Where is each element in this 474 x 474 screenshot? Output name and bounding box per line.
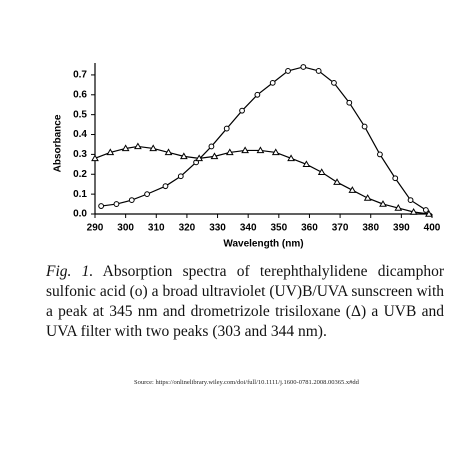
point [300, 64, 307, 70]
y-tick-label: 0.5 [73, 109, 87, 120]
point [106, 148, 115, 156]
x-tick-label: 290 [87, 223, 104, 234]
y-axis-label: Absorbance [53, 114, 64, 172]
point [379, 200, 387, 207]
point [317, 168, 326, 175]
point [164, 148, 173, 156]
point [91, 154, 99, 162]
x-tick-label: 360 [301, 223, 318, 234]
point [363, 194, 372, 201]
point [377, 151, 383, 158]
point [225, 148, 234, 156]
point [392, 175, 399, 182]
point [128, 197, 135, 203]
point [287, 154, 295, 162]
point [121, 144, 130, 152]
point [98, 203, 105, 209]
chart: 0.0 0.1 0.2 0.3 0.4 0.5 0.6 0.7 290 300 310 320 330 3… [53, 63, 441, 250]
point [422, 207, 429, 213]
point [144, 191, 150, 198]
x-tick-label: 350 [270, 223, 287, 234]
x-tick-label: 340 [240, 223, 257, 234]
y-tick-label: 0.4 [73, 129, 87, 140]
point [315, 68, 322, 74]
point [113, 201, 120, 207]
x-tick-label: 400 [424, 223, 441, 234]
point [361, 123, 368, 130]
point [208, 143, 215, 150]
x-tick-label: 330 [209, 223, 226, 234]
point [333, 178, 341, 185]
point [241, 146, 249, 154]
x-tick-label: 310 [148, 223, 165, 234]
point [239, 107, 245, 114]
series-line [101, 66, 427, 211]
point [394, 204, 403, 211]
source: Source: https://onlinelibrary.wiley.com/… [134, 379, 359, 386]
point [134, 142, 142, 150]
point [210, 152, 219, 160]
y-tick-label: 0.7 [73, 70, 87, 81]
point [149, 144, 158, 152]
caption-label: Fig. 1. [46, 263, 94, 280]
x-axis-label: Wavelength (nm) [223, 239, 303, 250]
y-tick-label: 0.1 [73, 189, 87, 200]
x-tick-label: 300 [117, 223, 134, 234]
point [425, 209, 433, 217]
y-tick-label: 0.0 [73, 209, 87, 220]
point [285, 68, 291, 74]
point [223, 125, 230, 132]
caption: Fig. 1. Absorption spectra of terephthal… [46, 262, 444, 342]
y-tick-label: 0.2 [73, 169, 87, 180]
y-tick-label: 0.6 [73, 89, 87, 100]
point [331, 79, 337, 86]
point [195, 154, 204, 162]
point [254, 91, 261, 98]
point [348, 186, 357, 193]
x-tick-label: 380 [362, 223, 379, 234]
x-tick-label: 370 [332, 223, 349, 234]
point [271, 148, 280, 156]
x-tick-label: 320 [179, 223, 196, 234]
point [409, 208, 418, 215]
point [269, 79, 276, 86]
caption-text: Absorption spectra of terephthalylidene … [46, 263, 444, 340]
point [177, 173, 184, 180]
point [179, 152, 188, 160]
point [302, 160, 311, 168]
y-tick-label: 0.3 [73, 149, 87, 160]
point [256, 146, 265, 154]
point [407, 197, 414, 203]
x-tick-label: 390 [393, 223, 410, 234]
point [162, 183, 169, 190]
point [346, 99, 353, 106]
